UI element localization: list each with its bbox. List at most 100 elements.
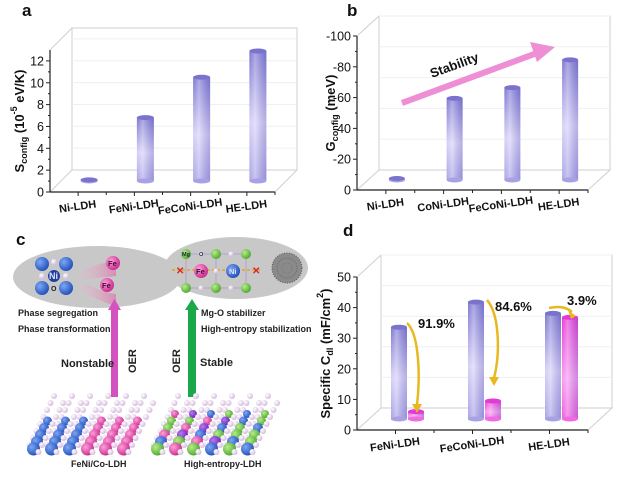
block-x-icon: ✕ [176,266,184,277]
x-tick-label: FeCoNi-LDH [439,435,505,456]
y-axis-label-part: ) [318,288,333,292]
y-axis-label-part: S [12,163,27,172]
oxygen-atom [253,442,259,448]
bar-top [80,177,98,183]
oxygen-atom [114,435,121,441]
oxygen-atom [170,428,176,434]
x-tick-label: FeCoNi-LDH [468,195,534,216]
bar-top [136,115,154,121]
oxygen-atom [141,393,147,399]
oxygen-atom [121,421,128,427]
panel-label-c: c [16,230,25,249]
ni-cluster: Ni O [35,257,116,306]
floor [49,169,299,193]
oxygen-atom [195,449,202,455]
bar-shade [391,327,407,419]
oxygen-atom [107,449,114,455]
mg-label: Mg [182,252,190,258]
oxygen-atom [125,449,132,455]
oxygen-atom [78,435,85,441]
high-entropy-ldh-lattice [150,393,280,456]
oxygen-atom [217,442,223,448]
mg-atom [241,283,251,293]
nonstable-label: Nonstable [61,358,114,370]
oxygen-atom [238,400,244,406]
y-tick-label: 20 [337,362,351,376]
metal-atom [189,410,197,418]
oxygen-atom [65,400,72,406]
oxygen-atom [274,400,280,406]
oxygen-atom [209,421,216,427]
bar-shade [562,59,579,180]
oxygen-atom [224,428,230,434]
oxygen-atom [159,449,166,455]
oxygen-atom [64,428,70,434]
bar-shade [249,51,267,182]
y-tick-label: 12 [30,54,44,68]
he-lattice: Mg O Fe Ni [181,249,251,293]
oxygen-atom [139,421,146,427]
oxygen-atom [171,400,178,406]
bar-shade [562,317,578,419]
fe-trail-2 [78,282,116,306]
fe-atom-label-2: Fe [102,281,111,290]
oer-label-right: OER [171,349,183,373]
oxygen-atom [220,400,226,406]
oxygen-atom [57,442,63,448]
oxygen-atom [136,428,142,434]
oxygen-atom [213,268,219,274]
oxygen-atom [44,407,50,413]
o-atom-label: O [51,286,57,293]
fe-trail-1 [78,262,116,280]
bar-shade [545,313,561,419]
bar [468,299,484,422]
oxygen-atom [202,400,208,406]
y-axis-label-part: eV/K) [12,70,27,107]
oxygen-atom [62,407,68,413]
fe-atom-leaving [100,278,114,292]
bar-top [504,85,521,91]
oxygen-atom [177,414,183,420]
block-x-icon: ✕ [252,266,260,277]
oxygen-atom [228,285,234,291]
oxygen-atom [256,435,263,441]
text-phase-transformation: Phase transformation [18,324,111,334]
oxygen-atom [229,393,235,399]
blue-atom [59,281,73,295]
bar [388,175,405,183]
bar-top [446,95,463,101]
mg-atom [181,283,191,293]
oer-label-left: OER [127,349,139,373]
oxygen-atom [191,421,198,427]
chart-b: 0 -20 -40 -60 -80 -100 Ni-LDH CoNi-LDHFeCoNi-LD… [323,15,612,216]
oxygen-atom [98,407,104,413]
retention-arrow-head [412,404,422,413]
bar-base [446,177,463,183]
feni-co-ldh-label: FeNi/Co-LDH [71,459,127,469]
y-tick-label: 4 [37,142,44,156]
oxygen-atom [225,400,232,406]
bar-top [391,324,407,330]
blue-atom [59,257,73,271]
oxygen-atom [119,400,126,406]
oxygen-atom [193,393,199,399]
x-tick-label: Ni-LDH [366,196,405,213]
oxygen-atom [206,428,212,434]
oxygen-atom [35,449,42,455]
ni-atom [226,264,240,278]
bar [485,398,501,422]
oxygen-atom [235,442,241,448]
oxygen-atom [163,442,169,448]
y-axis-label-part: (mF/cm [318,298,333,348]
oxygen-atom [49,421,56,427]
panel-label-a: a [22,1,32,20]
x-tick-label: Ni-LDH [58,198,97,215]
y-tick-label: 50 [337,271,351,285]
floor [356,169,612,191]
x-tick-label: HE-LDH [528,436,571,454]
bar-base [504,177,521,183]
oxygen-atom [220,435,227,441]
chart-d: 0 10 20 30 40 50 FeNi-LDH FeCoNi-LDH HE-LDH Speci… [315,254,614,456]
y-axis-label-part: G [323,141,338,151]
oxygen-atom [116,407,122,413]
